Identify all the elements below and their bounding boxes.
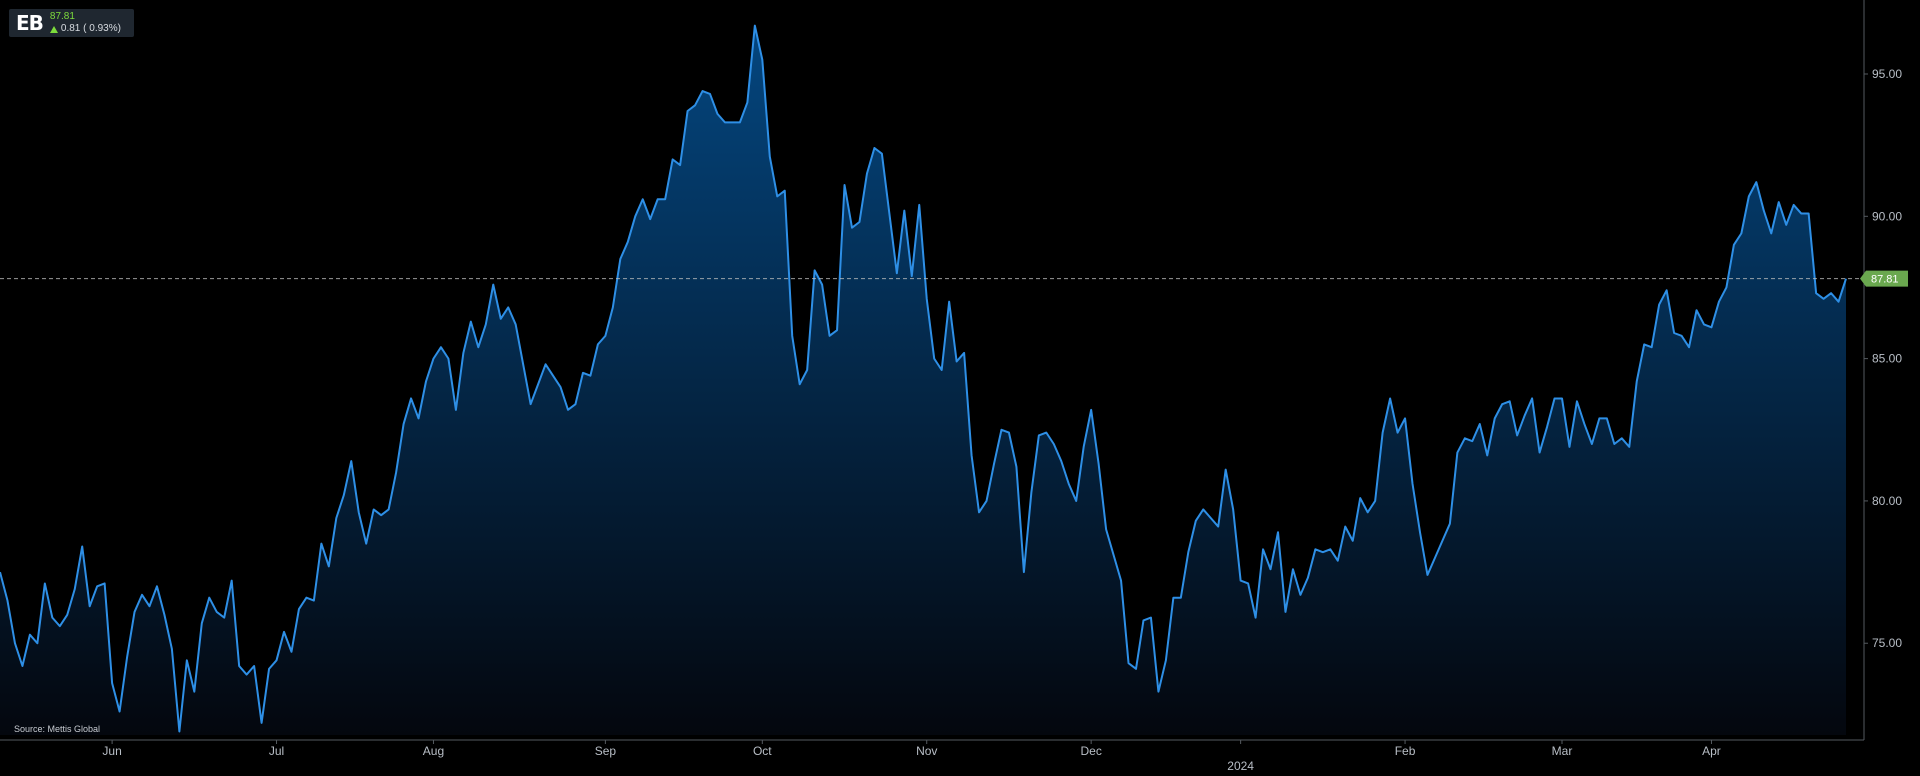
x-tick-label: Jun: [102, 744, 121, 758]
x-tick-label: Nov: [916, 744, 937, 758]
ticker-change-text: 0.81 ( 0.93%): [60, 23, 121, 34]
x-tick-label: Sep: [595, 744, 617, 758]
ticker-last-price: 87.81: [49, 11, 75, 22]
up-arrow-icon: [49, 25, 58, 33]
current-price-tag: 87.81: [1860, 270, 1908, 287]
y-tick-label: 90.00: [1872, 209, 1902, 223]
current-price-tag-shape: [1860, 270, 1908, 287]
x-tick-label: Dec: [1080, 744, 1101, 758]
y-tick-label: 80.00: [1872, 494, 1902, 508]
x-tick-label: Mar: [1552, 744, 1573, 758]
ticker-change: 0.81 ( 0.93%): [49, 23, 121, 35]
ticker-values: 87.81 0.81 ( 0.93%): [49, 11, 121, 35]
price-area-fill: [0, 25, 1846, 736]
x-tick-label: Jul: [269, 744, 284, 758]
x-tick-year-label: 2024: [1227, 759, 1254, 773]
x-tick-label: Oct: [753, 744, 772, 758]
y-tick-label: 95.00: [1872, 67, 1902, 81]
current-price-tag-label: 87.81: [1871, 274, 1899, 286]
x-tick-label: Feb: [1395, 744, 1416, 758]
source-label: Source: Mettis Global: [14, 724, 100, 734]
ticker-box: EB 87.81 0.81 ( 0.93%): [9, 9, 134, 37]
x-tick-label: Aug: [423, 744, 444, 758]
y-tick-label: 75.00: [1872, 636, 1902, 650]
y-tick-label: 85.00: [1872, 352, 1902, 366]
ticker-symbol: EB: [16, 11, 44, 35]
price-line: [0, 24, 1847, 733]
x-tick-label: Apr: [1702, 744, 1721, 758]
